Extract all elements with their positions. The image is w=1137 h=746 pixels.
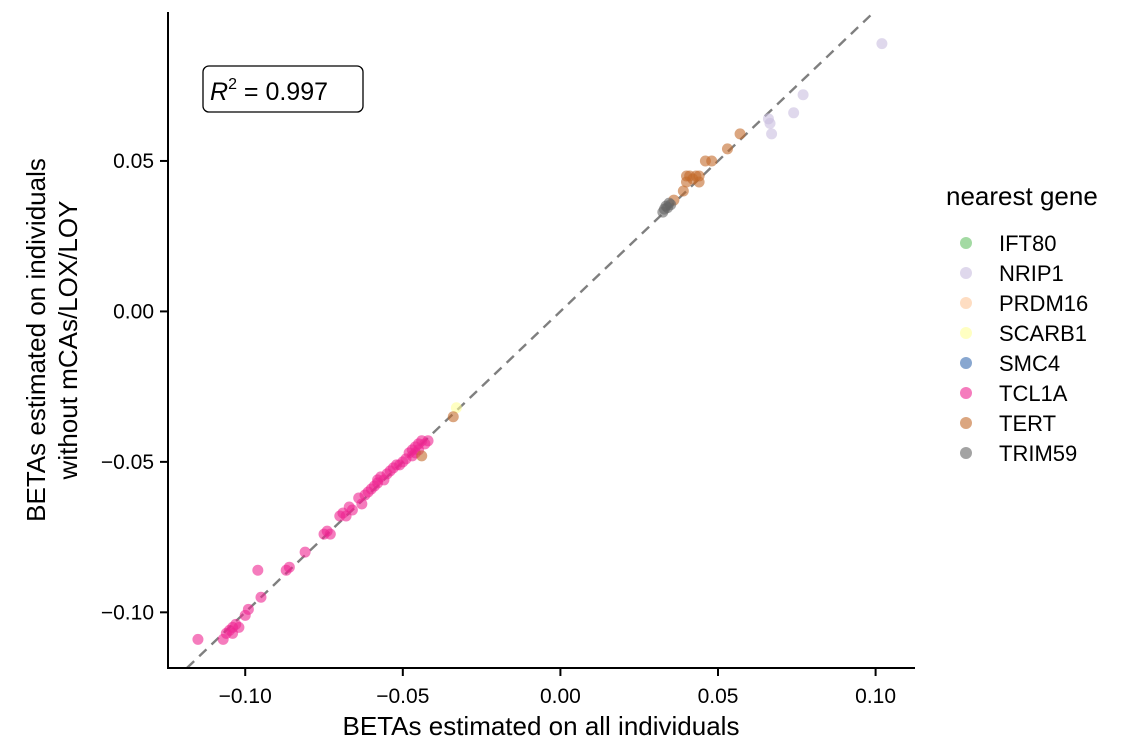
x-ticks: −0.10 −0.05 0.00 0.05 0.10	[219, 668, 896, 708]
y-axis-title-line1: BETAs estimated on individuals	[21, 158, 51, 522]
legend-label-scarb1: SCARB1	[999, 321, 1087, 346]
legend-marker-tert	[960, 417, 972, 429]
point-tcl1a	[283, 561, 295, 573]
identity-line	[186, 11, 875, 669]
point-tcl1a	[356, 498, 368, 510]
point-tert	[416, 450, 428, 462]
y-tick-label: 0.05	[113, 150, 154, 173]
x-tick-label: −0.05	[376, 685, 429, 708]
point-tcl1a	[346, 504, 358, 516]
point-trim59	[657, 206, 669, 218]
legend-title: nearest gene	[946, 181, 1098, 211]
point-tcl1a	[233, 621, 245, 633]
y-tick-label: −0.05	[101, 451, 154, 474]
svg-text:R2 = 0.997: R2 = 0.997	[210, 76, 328, 106]
legend-label-ift80: IFT80	[999, 231, 1056, 256]
point-tert	[734, 128, 746, 140]
x-tick-label: 0.10	[855, 685, 896, 708]
point-scarb1	[450, 402, 462, 414]
legend-label-tert: TERT	[999, 411, 1056, 436]
point-nrip1	[764, 117, 776, 129]
legend-marker-trim59	[960, 447, 972, 459]
legend-label-smc4: SMC4	[999, 351, 1060, 376]
point-tcl1a	[324, 528, 336, 540]
r-squared-annotation: R2 = 0.997	[202, 65, 364, 113]
point-tcl1a	[299, 546, 311, 558]
x-axis-title: BETAs estimated on all individuals	[343, 711, 740, 741]
y-ticks: −0.10 −0.05 0.00 0.05	[101, 150, 168, 624]
y-tick-label: 0.00	[113, 300, 154, 323]
y-tick-label: −0.10	[101, 601, 154, 624]
x-tick-label: 0.00	[540, 685, 581, 708]
point-nrip1	[788, 107, 800, 119]
legend-marker-prdm16	[960, 297, 972, 309]
legend-marker-tcl1a	[960, 387, 972, 399]
r-squared-value: = 0.997	[237, 78, 328, 106]
point-tert	[693, 170, 705, 182]
data-points	[192, 38, 888, 645]
point-tcl1a	[422, 435, 434, 447]
point-nrip1	[766, 128, 778, 140]
x-tick-label: 0.05	[698, 685, 739, 708]
legend-label-prdm16: PRDM16	[999, 291, 1088, 316]
point-tcl1a	[242, 603, 254, 615]
legend: nearest gene IFT80 NRIP1 PRDM16 SCARB1 SMC4 T…	[946, 181, 1098, 466]
axes	[167, 12, 915, 669]
point-tert	[706, 155, 718, 167]
r-symbol: R	[210, 78, 228, 106]
point-tert	[447, 411, 459, 423]
point-nrip1	[876, 38, 888, 50]
legend-label-tcl1a: TCL1A	[999, 381, 1068, 406]
point-tert	[680, 170, 692, 182]
point-tert	[721, 143, 733, 155]
legend-marker-scarb1	[960, 327, 972, 339]
x-tick-label: −0.10	[219, 685, 272, 708]
legend-marker-smc4	[960, 357, 972, 369]
legend-label-trim59: TRIM59	[999, 441, 1077, 466]
point-tcl1a	[252, 564, 264, 576]
annotation-box	[202, 65, 364, 113]
point-nrip1	[797, 89, 809, 101]
legend-label-nrip1: NRIP1	[999, 261, 1064, 286]
point-tert	[677, 185, 689, 197]
y-axis-title-line2: without mCAs/LOX/LOY	[53, 201, 83, 481]
r-superscript: 2	[228, 76, 237, 93]
point-tcl1a	[255, 591, 267, 603]
identity-reference-line	[186, 11, 875, 669]
point-trim59	[665, 199, 677, 211]
legend-marker-ift80	[960, 237, 972, 249]
legend-marker-nrip1	[960, 267, 972, 279]
point-tcl1a	[192, 633, 204, 645]
